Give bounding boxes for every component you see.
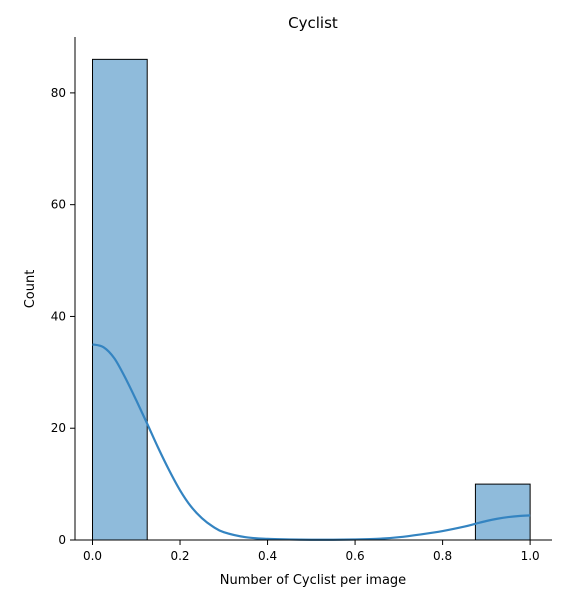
y-tick-label: 40 — [51, 309, 66, 323]
y-tick-label: 0 — [58, 533, 66, 547]
y-tick-label: 20 — [51, 421, 66, 435]
x-tick-label: 0.2 — [170, 549, 189, 563]
x-axis-title: Number of Cyclist per image — [220, 573, 406, 588]
chart-title: Cyclist — [288, 14, 338, 32]
x-tick-label: 0.4 — [258, 549, 277, 563]
x-tick-label: 0.8 — [433, 549, 452, 563]
histogram-bar — [474, 483, 531, 541]
y-axis-title: Count — [23, 270, 38, 309]
x-tick-label: 1.0 — [521, 549, 540, 563]
y-tick-label: 60 — [51, 198, 66, 212]
y-tick-label: 80 — [51, 86, 66, 100]
kde-curve — [92, 343, 531, 541]
x-tick-label: 0.6 — [346, 549, 365, 563]
histogram-bar — [92, 58, 148, 541]
x-tick-label: 0.0 — [83, 549, 102, 563]
